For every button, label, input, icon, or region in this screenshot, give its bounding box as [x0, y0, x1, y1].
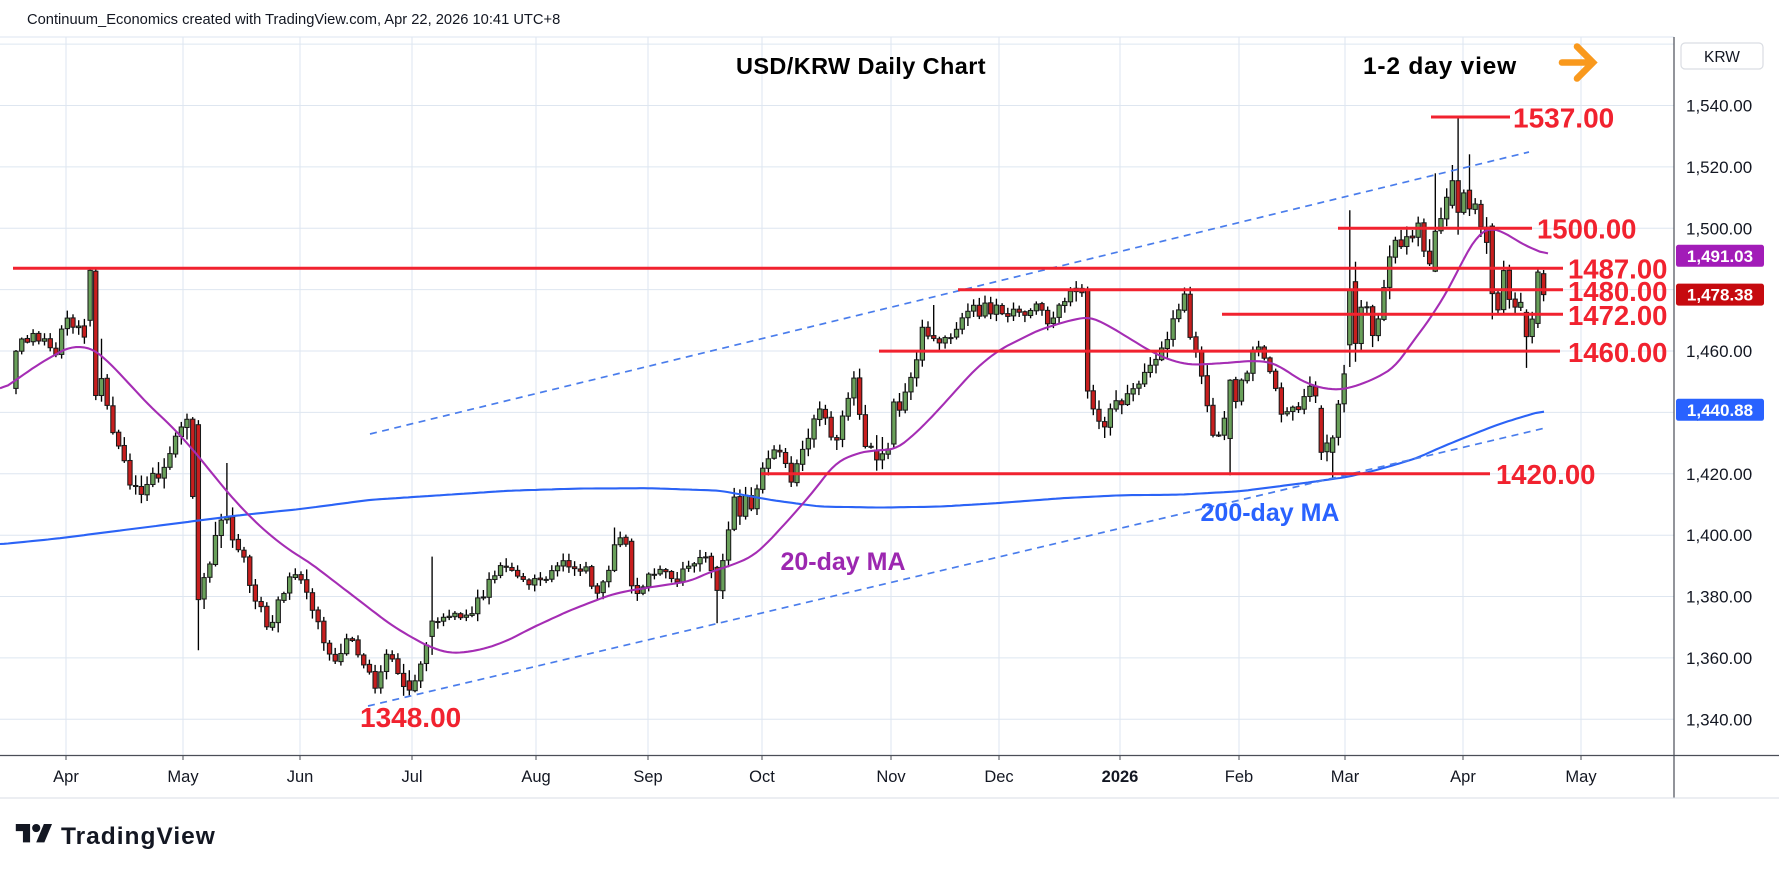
svg-text:May: May [1565, 768, 1597, 786]
svg-text:20-day MA: 20-day MA [780, 548, 905, 576]
svg-text:Nov: Nov [876, 768, 906, 786]
svg-text:Continuum_Economics created wi: Continuum_Economics created with Trading… [27, 12, 560, 28]
svg-text:1,420.00: 1,420.00 [1686, 465, 1752, 484]
svg-text:1-2 day view: 1-2 day view [1363, 53, 1517, 80]
svg-text:Apr: Apr [1450, 768, 1476, 786]
svg-text:1,520.00: 1,520.00 [1686, 158, 1752, 177]
svg-text:1500.00: 1500.00 [1537, 214, 1636, 245]
svg-text:1,540.00: 1,540.00 [1686, 97, 1752, 116]
svg-text:1480.00: 1480.00 [1568, 276, 1667, 307]
svg-text:May: May [167, 768, 199, 786]
svg-text:1,478.38: 1,478.38 [1687, 286, 1753, 305]
svg-text:1,491.03: 1,491.03 [1687, 247, 1753, 266]
svg-text:1460.00: 1460.00 [1568, 337, 1667, 368]
svg-text:1537.00: 1537.00 [1513, 102, 1614, 133]
svg-text:Mar: Mar [1331, 768, 1360, 786]
svg-text:1472.00: 1472.00 [1568, 300, 1667, 331]
svg-text:Jun: Jun [287, 768, 314, 786]
svg-text:Oct: Oct [749, 768, 775, 786]
svg-text:Jul: Jul [401, 768, 422, 786]
svg-text:1,500.00: 1,500.00 [1686, 219, 1752, 238]
svg-text:200-day MA: 200-day MA [1201, 499, 1340, 527]
svg-text:1487.00: 1487.00 [1568, 254, 1667, 285]
svg-text:1,440.88: 1,440.88 [1687, 401, 1753, 420]
svg-text:Sep: Sep [633, 768, 662, 786]
svg-text:TradingView: TradingView [61, 823, 216, 850]
svg-text:Dec: Dec [984, 768, 1013, 786]
svg-text:Apr: Apr [53, 768, 79, 786]
svg-text:2026: 2026 [1102, 768, 1139, 786]
svg-text:Feb: Feb [1225, 768, 1253, 786]
svg-text:USD/KRW Daily Chart: USD/KRW Daily Chart [736, 53, 986, 79]
svg-text:1420.00: 1420.00 [1496, 459, 1595, 490]
svg-text:Aug: Aug [521, 768, 550, 786]
svg-text:1,360.00: 1,360.00 [1686, 649, 1752, 668]
svg-text:1348.00: 1348.00 [360, 702, 461, 733]
svg-text:1,340.00: 1,340.00 [1686, 710, 1752, 729]
svg-text:1,380.00: 1,380.00 [1686, 588, 1752, 607]
svg-text:KRW: KRW [1704, 49, 1740, 66]
svg-text:1,460.00: 1,460.00 [1686, 342, 1752, 361]
svg-text:1,400.00: 1,400.00 [1686, 526, 1752, 545]
